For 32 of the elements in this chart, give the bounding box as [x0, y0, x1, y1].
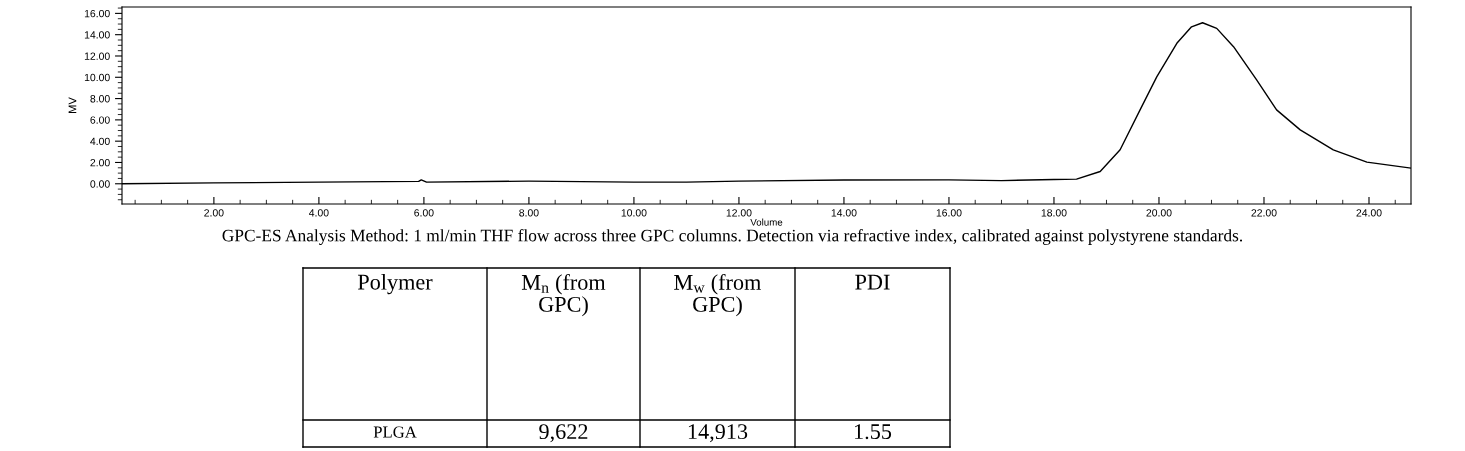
x-tick-label: 10.00 [621, 209, 647, 217]
y-tick-label: 16.00 [84, 9, 110, 18]
x-tick-label: 22.00 [1251, 209, 1277, 217]
x-tick-label: 16.00 [936, 209, 962, 217]
text: PDI [855, 274, 890, 290]
text: M$_{n}$ (from GPC) [521, 274, 606, 317]
x-tick-label: 2.00 [204, 209, 224, 217]
x-tick-label: 4.00 [309, 209, 329, 217]
text: PLGA [373, 426, 417, 438]
y-tick-label: 12.00 [84, 52, 110, 60]
text: GPC-ES Analysis Method: 1 ml/min THF flow across three GPC columns. Detection via refractive index, calibrated against polystyrene standards. [222, 229, 1243, 245]
x-tick-label: 8.00 [519, 209, 539, 217]
text: 9,622 [539, 424, 588, 443]
y-tick-label: 8.00 [90, 95, 110, 103]
y-tick-label: 0.00 [90, 180, 110, 188]
x-tick-label: 20.00 [1146, 209, 1172, 217]
x-tick-label: 14.00 [831, 209, 857, 217]
text: M$_{w}$ (from GPC) [674, 274, 761, 317]
text: 14,913 [688, 424, 748, 443]
x-tick-label: 6.00 [414, 209, 434, 217]
y-axis-title: MV [68, 97, 77, 113]
y-tick-label: 4.00 [90, 137, 110, 146]
y-tick-label: 6.00 [90, 116, 110, 124]
y-tick-label: 2.00 [90, 158, 110, 167]
x-tick-label: 12.00 [726, 209, 752, 217]
text: Polymer [357, 274, 433, 295]
y-tick-label: 14.00 [84, 31, 110, 39]
text: 1.55 [855, 424, 892, 440]
x-tick-label: 18.00 [1041, 209, 1067, 217]
x-tick-label: 24.00 [1356, 209, 1382, 217]
y-tick-label: 10.00 [84, 73, 110, 82]
x-axis-title: Volume [750, 218, 783, 226]
